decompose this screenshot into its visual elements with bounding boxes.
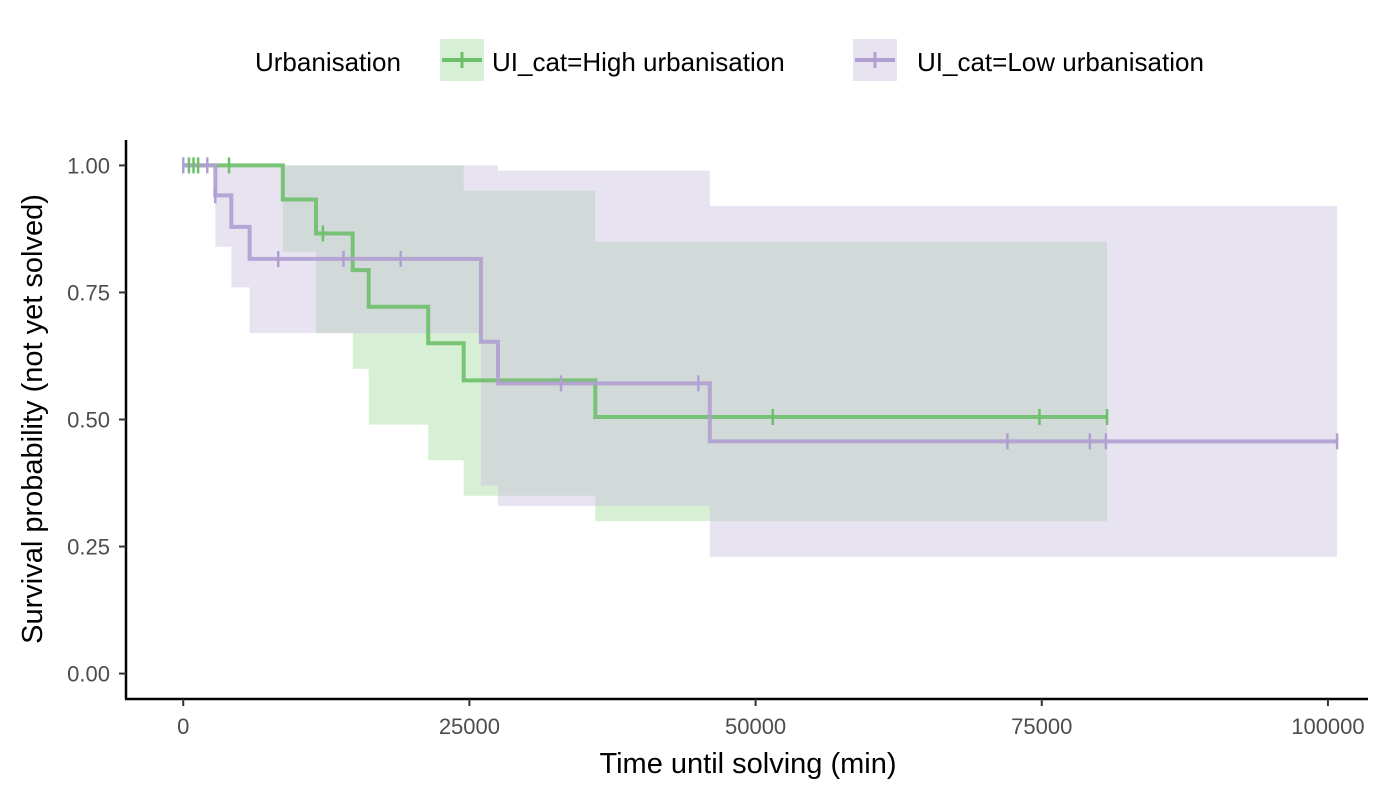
confidence-bands — [183, 165, 1338, 557]
legend-item-high-urbanisation: UI_cat=High urbanisation — [440, 39, 785, 81]
survival-curve-high-urbanisation — [183, 163, 1107, 419]
y-tick-label: 0.00 — [67, 662, 110, 687]
confidence-band-low-urbanisation — [183, 165, 1338, 557]
confidence-band-high-urbanisation — [183, 165, 1107, 522]
censor-marks — [181, 157, 1339, 450]
x-tick-label: 50000 — [725, 714, 786, 739]
legend-title: Urbanisation — [255, 47, 401, 77]
x-tick-label: 100000 — [1291, 714, 1364, 739]
x-tick-label: 25000 — [439, 714, 500, 739]
legend-label-high-urbanisation: UI_cat=High urbanisation — [492, 47, 785, 77]
y-tick-label: 0.50 — [67, 408, 110, 433]
legend: Urbanisation UI_cat=High urbanisation UI… — [255, 39, 1204, 81]
legend-item-low-urbanisation: UI_cat=Low urbanisation — [853, 39, 1204, 81]
y-axis-ticks: 0.00 0.25 0.50 0.75 1.00 — [67, 153, 126, 687]
y-axis-title: Survival probability (not yet solved) — [17, 194, 49, 644]
y-tick-label: 0.25 — [67, 535, 110, 560]
survival-curve-low-urbanisation — [183, 163, 1338, 444]
x-tick-label: 75000 — [1011, 714, 1072, 739]
y-tick-label: 1.00 — [67, 153, 110, 178]
survival-curves — [183, 163, 1338, 444]
y-tick-label: 0.75 — [67, 280, 110, 305]
x-axis-title: Time until solving (min) — [599, 748, 896, 780]
x-axis-ticks: 0 25000 50000 75000 100000 — [177, 699, 1365, 739]
x-tick-label: 0 — [177, 714, 189, 739]
legend-label-low-urbanisation: UI_cat=Low urbanisation — [917, 47, 1204, 77]
